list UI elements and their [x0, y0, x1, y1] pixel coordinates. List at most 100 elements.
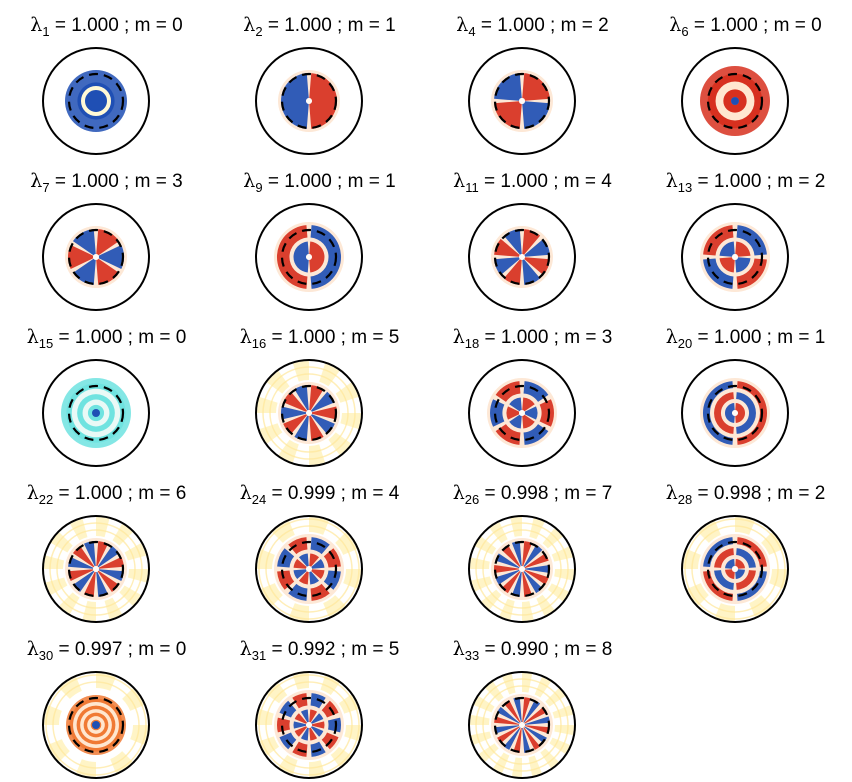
mode-disk: [468, 47, 576, 155]
lobe: [477, 743, 499, 763]
outer-boundary: [681, 47, 789, 155]
lobe: [686, 583, 709, 607]
lobe: [288, 583, 308, 601]
lobe: [300, 709, 309, 723]
mode-title: λ13 = 1.000 ; m = 2: [639, 170, 852, 194]
m-label: ; m =: [761, 483, 815, 504]
lobe: [522, 673, 533, 693]
eigenvalue: 1.000: [713, 171, 762, 192]
m-label: ; m =: [761, 327, 815, 348]
azimuthal-order: 0: [175, 639, 187, 660]
lobe: [309, 73, 337, 129]
mode-title: λ20 = 1.000 ; m = 1: [639, 326, 852, 351]
mode-title: λ18 = 1.000 ; m = 3: [426, 326, 639, 351]
mode-pattern: [257, 517, 361, 621]
mode-panel: λ33 = 0.990 ; m = 8: [426, 624, 639, 780]
lobe: [522, 697, 531, 723]
lobe: [513, 697, 522, 723]
mode-index: 18: [464, 336, 480, 351]
lobe: [330, 746, 352, 768]
azimuthal-order: 1: [385, 15, 396, 36]
lobe: [702, 381, 733, 445]
mode-panel: λ20 = 1.000 ; m = 1: [639, 312, 852, 468]
azimuthal-order: 3: [601, 327, 613, 348]
azimuthal-order: 7: [601, 483, 613, 504]
equals-sign: =: [49, 171, 72, 192]
mode-disk: [681, 515, 789, 623]
lobe: [72, 545, 95, 568]
mode-panel: λ11 = 1.000 ; m = 4: [426, 156, 639, 312]
lobe: [96, 541, 109, 567]
eigenvalue: 1.000: [287, 327, 336, 348]
lobe: [509, 414, 522, 429]
lobe: [288, 537, 308, 555]
lobe: [293, 569, 307, 580]
eigenvalue: 1.000: [713, 327, 762, 348]
lobe: [327, 717, 342, 733]
m-label: ; m =: [331, 171, 386, 192]
lobe: [277, 570, 295, 590]
lobe: [511, 571, 522, 597]
mode-pattern: [257, 361, 361, 465]
lobe: [524, 406, 538, 420]
mode-title: λ11 = 1.000 ; m = 4: [426, 170, 639, 194]
mode-index: 20: [677, 336, 693, 351]
lobe: [522, 601, 534, 621]
dashed-boundary: [67, 228, 125, 286]
eigenvalue: 0.997: [74, 639, 123, 660]
lobe: [82, 600, 96, 621]
mode-disk: [42, 203, 150, 311]
eigenvalue: 1.000: [500, 171, 548, 192]
lobe: [311, 569, 325, 580]
lobe: [503, 229, 522, 255]
lobe: [271, 520, 295, 543]
lobe: [323, 570, 341, 590]
m-label: ; m =: [547, 171, 602, 192]
dashed-boundary: [706, 72, 764, 130]
eigenvalue: 0.998: [500, 483, 549, 504]
lobe: [724, 403, 735, 423]
lobe: [277, 439, 299, 464]
lobe: [536, 594, 556, 617]
lobe: [294, 726, 308, 737]
mode-index: 24: [251, 492, 267, 507]
lobe: [310, 537, 330, 555]
m-label: ; m =: [118, 15, 173, 36]
lobe: [511, 757, 522, 777]
lobe: [294, 385, 309, 411]
lobe: [524, 725, 550, 734]
dashed-boundary: [280, 228, 338, 286]
lobe: [523, 700, 541, 723]
mode-panel: λ31 = 0.992 ; m = 5: [213, 624, 426, 780]
mode-pattern: [700, 222, 770, 292]
m-label: ; m =: [544, 15, 599, 36]
outer-boundary: [42, 359, 150, 467]
m-label: ; m =: [761, 171, 815, 192]
lobe: [58, 676, 82, 699]
lobe: [493, 564, 520, 574]
azimuthal-order: 5: [388, 327, 400, 348]
mode-disk: [468, 203, 576, 311]
mode-index: 26: [464, 492, 480, 507]
lobe: [260, 583, 283, 607]
lobe: [506, 406, 520, 420]
outer-boundary: [681, 359, 789, 467]
lobe: [300, 727, 309, 741]
lobe: [539, 399, 554, 427]
mode-panel: λ7 = 1.000 ; m = 3: [0, 156, 213, 312]
dashed-boundary: [706, 384, 764, 442]
lobe: [522, 229, 541, 255]
dashed-boundary: [67, 696, 125, 754]
mode-panel: λ26 = 0.998 ; m = 7: [426, 468, 639, 624]
lobe: [524, 569, 549, 585]
lobe: [480, 589, 502, 611]
dashed-boundary: [706, 228, 764, 286]
lobe: [309, 444, 326, 465]
lobe: [494, 725, 520, 734]
dashed-boundary: [493, 696, 551, 754]
lobe: [72, 570, 95, 593]
mode-title: λ30 = 0.997 ; m = 0: [0, 638, 213, 662]
lobe: [276, 717, 291, 733]
equals-sign: =: [53, 327, 75, 348]
mode-disk: [468, 671, 576, 779]
